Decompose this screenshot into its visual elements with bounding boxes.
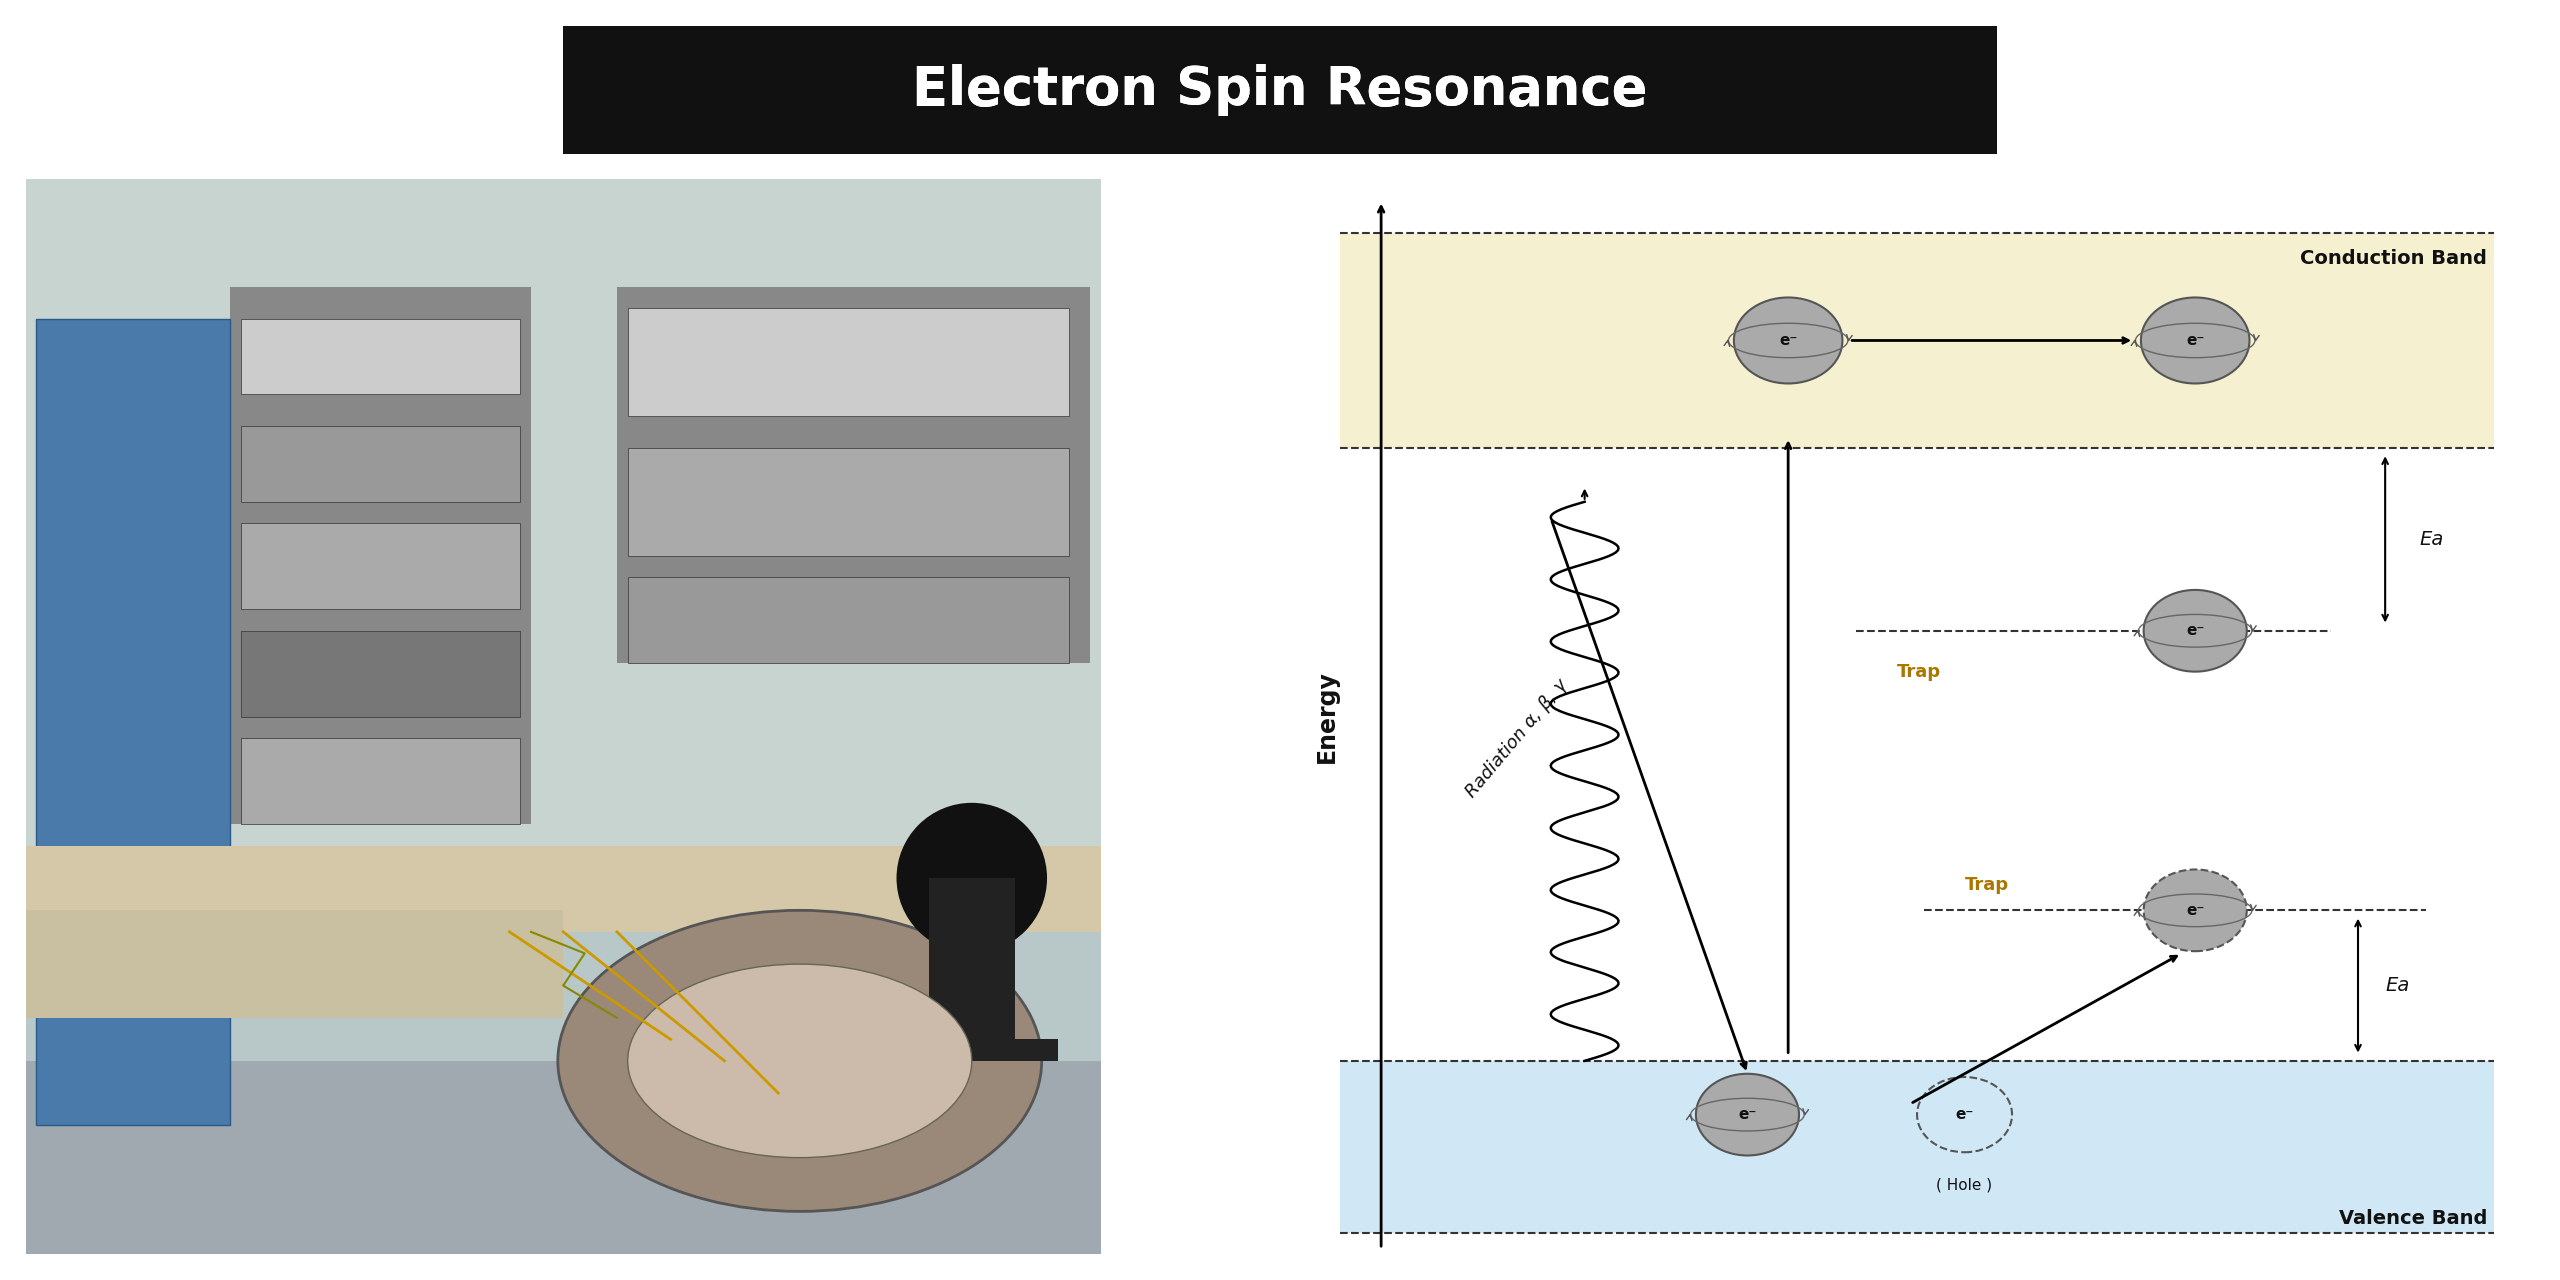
Bar: [241, 426, 520, 502]
Bar: [241, 319, 520, 394]
Bar: [241, 524, 520, 609]
Circle shape: [896, 803, 1047, 954]
Text: Electron Spin Resonance: Electron Spin Resonance: [911, 64, 1649, 115]
Text: Energy: Energy: [1316, 671, 1339, 763]
Text: e⁻: e⁻: [2186, 333, 2204, 348]
Bar: [886, 1039, 1057, 1061]
Text: Valence Band: Valence Band: [2337, 1208, 2486, 1228]
Text: e⁻: e⁻: [2186, 623, 2204, 639]
Text: Ea: Ea: [2419, 530, 2442, 549]
Circle shape: [2143, 590, 2248, 672]
Text: e⁻: e⁻: [2186, 902, 2204, 918]
Bar: [1341, 233, 2493, 448]
Circle shape: [1695, 1074, 1800, 1156]
Bar: [241, 631, 520, 717]
Text: e⁻: e⁻: [1956, 1107, 1974, 1123]
Bar: [26, 179, 1101, 878]
Bar: [26, 846, 1101, 932]
Bar: [241, 739, 520, 824]
Bar: [1341, 448, 2493, 1061]
Circle shape: [2140, 297, 2250, 384]
Bar: [1341, 1061, 2493, 1233]
Text: e⁻: e⁻: [1738, 1107, 1756, 1123]
Circle shape: [1733, 297, 1843, 384]
Bar: [627, 577, 1068, 663]
Text: Trap: Trap: [1964, 877, 2010, 895]
Bar: [230, 287, 530, 824]
Bar: [26, 1061, 1101, 1254]
Text: Trap: Trap: [1897, 663, 1940, 681]
Bar: [627, 448, 1068, 556]
Ellipse shape: [558, 910, 1042, 1211]
Bar: [617, 287, 1091, 663]
Bar: [36, 319, 230, 1125]
Ellipse shape: [627, 964, 973, 1157]
Text: Electron Spin Resonance: Electron Spin Resonance: [911, 64, 1649, 115]
Bar: [26, 910, 563, 1018]
Text: ( Hole ): ( Hole ): [1935, 1178, 1992, 1192]
FancyBboxPatch shape: [492, 19, 2068, 160]
Text: Ea: Ea: [2386, 977, 2409, 995]
Bar: [627, 308, 1068, 416]
Text: Radiation α, β, γ: Radiation α, β, γ: [1462, 676, 1572, 801]
Circle shape: [2143, 869, 2248, 951]
Text: Conduction Band: Conduction Band: [2299, 250, 2486, 268]
Bar: [36, 319, 230, 1125]
Bar: [929, 878, 1014, 1061]
Text: e⁻: e⁻: [1779, 333, 1797, 348]
